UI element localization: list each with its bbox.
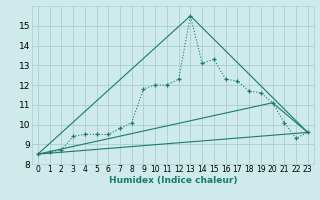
X-axis label: Humidex (Indice chaleur): Humidex (Indice chaleur) xyxy=(108,176,237,185)
